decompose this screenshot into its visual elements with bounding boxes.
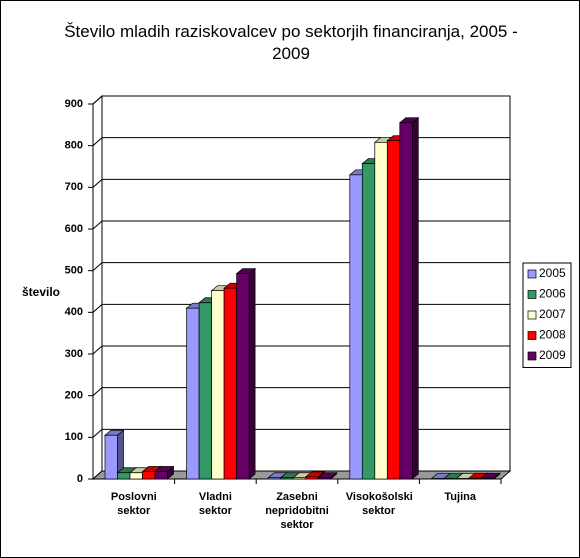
grid-line-side	[92, 137, 103, 147]
side-wall	[92, 94, 103, 481]
x-tick-label: Poslovni sektor	[110, 491, 157, 517]
grid-line-side	[92, 220, 103, 230]
grid-line-side	[92, 345, 103, 355]
bar	[468, 477, 482, 480]
legend-label: 2009	[539, 348, 566, 362]
x-tick-label: Vladni sektor	[198, 491, 232, 517]
bar-side	[248, 267, 256, 480]
legend-swatch	[527, 331, 537, 340]
grid-line-side	[92, 387, 103, 397]
y-tick-label: 200	[65, 390, 83, 402]
bar	[223, 287, 237, 480]
grid-line-side	[92, 428, 103, 438]
bar-side	[411, 117, 419, 480]
y-tick-label: 700	[65, 181, 83, 193]
y-tick-label: 900	[65, 98, 83, 110]
legend-label: 2008	[539, 328, 566, 342]
y-tick-label: 400	[65, 306, 83, 318]
legend-swatch	[527, 310, 537, 320]
y-tick-label: 300	[65, 348, 83, 360]
grid-line-side	[92, 95, 103, 105]
bar	[399, 122, 413, 480]
bar	[386, 140, 401, 480]
y-tick-label: 0	[77, 473, 83, 485]
legend-label: 2007	[539, 307, 566, 321]
y-tick-label: 100	[65, 431, 83, 443]
bar	[142, 471, 156, 480]
back-wall	[101, 95, 511, 472]
bar	[349, 174, 363, 480]
y-tick-label: 600	[65, 223, 83, 235]
y-tick-label: 500	[65, 265, 83, 277]
bar	[361, 163, 376, 480]
bar	[211, 290, 225, 480]
bar	[186, 307, 200, 480]
bar	[317, 477, 332, 480]
x-tick-label: Tujina	[444, 491, 476, 503]
legend-swatch	[527, 290, 537, 299]
grid-line-side	[92, 303, 103, 313]
bar	[267, 477, 282, 480]
bar	[104, 434, 118, 480]
legend-label: 2005	[539, 266, 566, 280]
bar	[154, 471, 168, 480]
legend-swatch	[527, 269, 537, 279]
bar	[280, 477, 294, 480]
bar	[305, 476, 319, 480]
bar	[198, 302, 212, 480]
grid-line-side	[92, 262, 103, 272]
legend-label: 2006	[539, 287, 566, 301]
bar	[292, 477, 307, 480]
grid-line-side	[92, 178, 103, 188]
bar	[117, 472, 131, 480]
x-tick-label: Visokošolski sektor	[345, 491, 413, 517]
bar	[481, 477, 495, 480]
y-axis-title: število	[22, 285, 60, 299]
y-tick-label: 800	[65, 140, 83, 152]
x-tick-label: Zasebni nepridobitni sektor	[265, 491, 329, 531]
bar	[374, 141, 388, 480]
chart-title: Število mladih raziskovalcev po sektorji…	[64, 22, 518, 63]
legend-swatch	[527, 351, 537, 361]
bar	[236, 273, 250, 480]
bar	[129, 472, 143, 480]
